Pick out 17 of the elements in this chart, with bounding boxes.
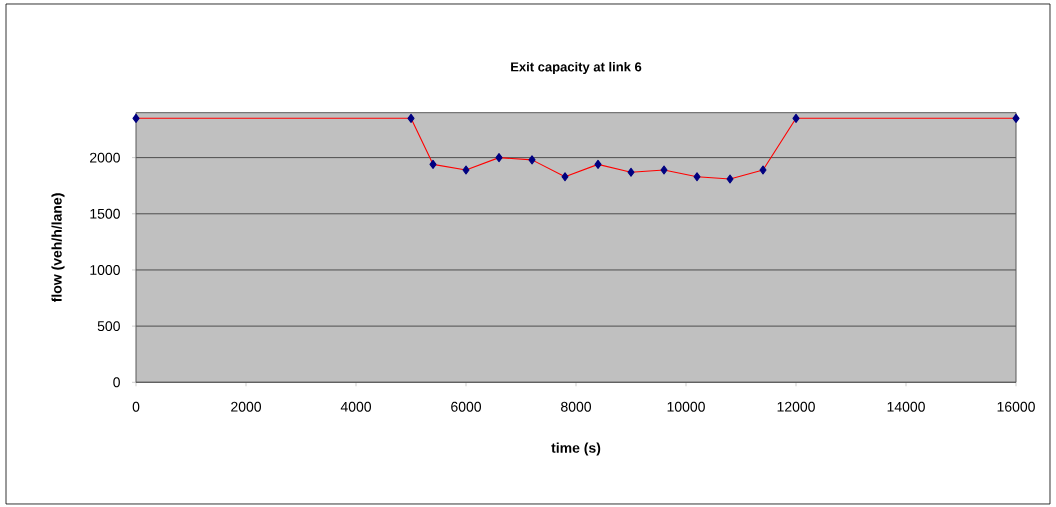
y-tick-label: 2000	[90, 152, 120, 163]
chart-title: Exit capacity at link 6	[511, 61, 642, 75]
x-tick-label: 14000	[887, 401, 925, 412]
x-tick-label: 8000	[561, 401, 592, 412]
x-tick-label: 2000	[231, 401, 262, 412]
x-tick-label: 10000	[667, 401, 705, 412]
x-tick-label: 12000	[777, 401, 815, 412]
x-tick-label: 4000	[340, 401, 372, 412]
x-tick-label: 16000	[997, 401, 1035, 412]
y-tick-label: 1500	[90, 208, 120, 219]
y-tick-label: 1000	[90, 264, 120, 275]
x-axis-title: time (s)	[551, 442, 601, 456]
y-tick-label: 500	[97, 321, 120, 332]
y-axis-title: flow (veh/h/lane)	[51, 193, 65, 303]
x-tick-label: 6000	[451, 401, 482, 412]
x-tick-label: 0	[132, 401, 140, 412]
y-tick-label: 0	[113, 377, 120, 388]
